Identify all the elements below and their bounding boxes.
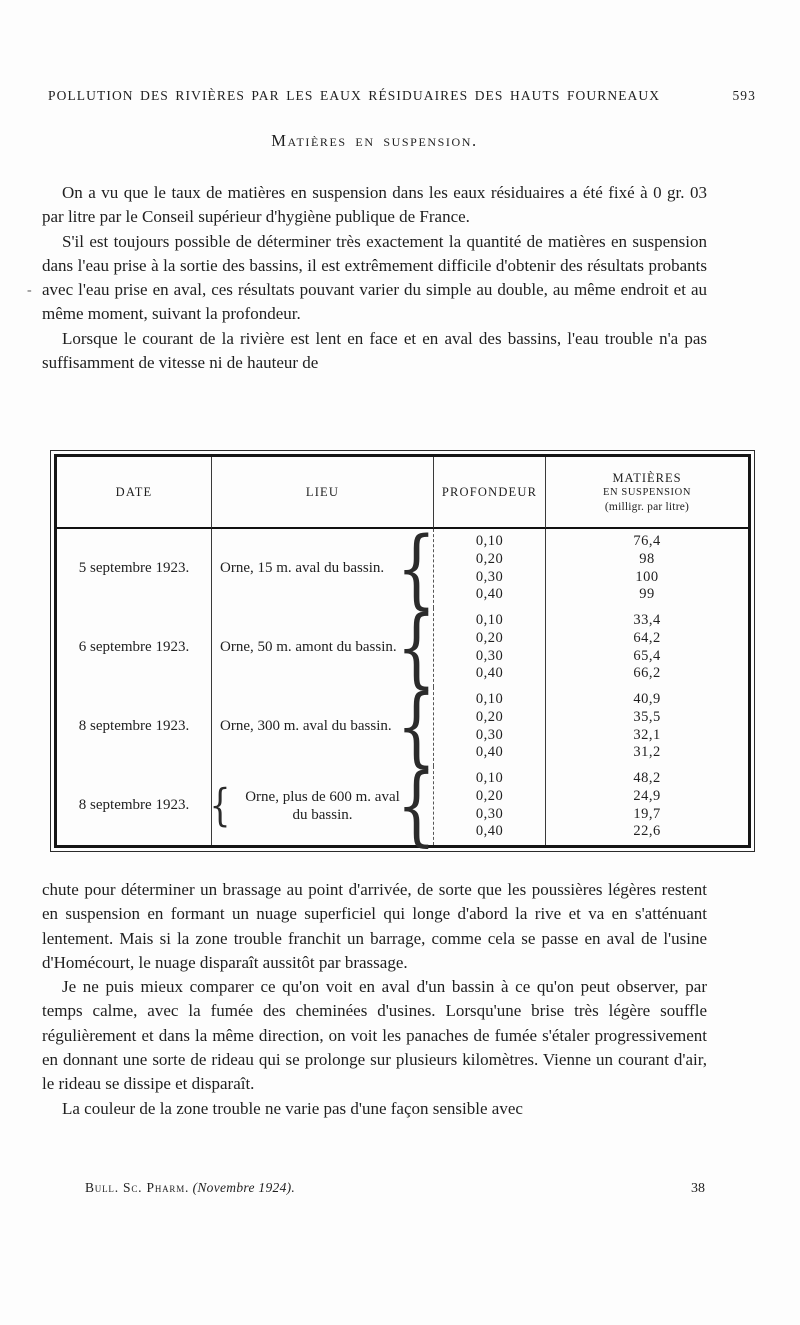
section-heading: Matières en suspension. bbox=[271, 131, 478, 150]
paragraph: S'il est toujours possible de déterminer… bbox=[42, 231, 707, 324]
matieres-value: 33,4 bbox=[633, 612, 661, 629]
journal-name: Bull. Sc. Pharm. bbox=[85, 1180, 190, 1195]
table-row-profondeurs: 0,10 0,20 0,30 0,40 bbox=[434, 529, 546, 608]
profondeur-value: 0,30 bbox=[475, 805, 504, 822]
profondeur-value: 0,40 bbox=[475, 586, 504, 603]
matieres-value: 22,6 bbox=[633, 823, 661, 840]
profondeur-value: 0,20 bbox=[475, 550, 504, 567]
matieres-values: 48,2 24,9 19,7 22,6 bbox=[546, 770, 748, 841]
table-row-lieu: { Orne, plus de 600 m. aval du bassin. { bbox=[209, 756, 437, 856]
running-header: POLLUTION DES RIVIÈRES PAR LES EAUX RÉSI… bbox=[48, 88, 756, 104]
matieres-value: 40,9 bbox=[633, 691, 661, 708]
matieres-value: 76,4 bbox=[633, 533, 661, 550]
column-header-lieu: LIEU bbox=[212, 457, 434, 529]
table-row-profondeurs: 0,10 0,20 0,30 0,40 bbox=[434, 687, 546, 766]
column-header-matieres: MATIÈRES EN SUSPENSION (milligr. par lit… bbox=[546, 457, 748, 529]
data-table-border: DATE LIEU PROFONDEUR MATIÈRES EN SUSPENS… bbox=[54, 454, 751, 856]
paragraph: On a vu que le taux de matières en suspe… bbox=[42, 183, 707, 227]
matieres-value: 100 bbox=[635, 568, 659, 585]
profondeur-values: 0,10 0,20 0,30 0,40 bbox=[434, 691, 545, 762]
matieres-value: 32,1 bbox=[633, 726, 661, 743]
profondeur-value: 0,10 bbox=[475, 770, 504, 787]
profondeur-value: 0,30 bbox=[475, 726, 504, 743]
matieres-value: 99 bbox=[639, 586, 655, 603]
column-header-matieres-unit: (milligr. par litre) bbox=[604, 500, 690, 513]
profondeur-value: 0,10 bbox=[475, 612, 504, 629]
table-row-profondeurs: 0,10 0,20 0,30 0,40 bbox=[434, 766, 546, 845]
matieres-value: 66,2 bbox=[633, 665, 661, 682]
group-brace: { bbox=[396, 676, 437, 777]
matieres-value: 65,4 bbox=[633, 647, 661, 664]
profondeur-value: 0,40 bbox=[475, 665, 504, 682]
group-brace: { bbox=[396, 518, 437, 619]
table-row-date: 6 septembre 1923. bbox=[57, 608, 212, 687]
profondeur-value: 0,20 bbox=[475, 629, 504, 646]
matieres-value: 24,9 bbox=[633, 787, 661, 804]
matieres-values: 76,4 98 100 99 bbox=[546, 533, 748, 604]
data-table: DATE LIEU PROFONDEUR MATIÈRES EN SUSPENS… bbox=[50, 450, 755, 856]
body-text-before-table: On a vu que le taux de matières en suspe… bbox=[42, 181, 707, 375]
paragraph: Je ne puis mieux comparer ce qu'on voit … bbox=[42, 977, 707, 1094]
table-row-matieres: 76,4 98 100 99 bbox=[546, 529, 748, 608]
table-row-profondeurs: 0,10 0,20 0,30 0,40 bbox=[434, 608, 546, 687]
profondeur-value: 0,20 bbox=[475, 708, 504, 725]
paragraph: La couleur de la zone trouble ne varie p… bbox=[62, 1098, 523, 1118]
table-row-lieu: Orne, 50 m. amont du bassin. { bbox=[212, 598, 436, 698]
table-row-matieres: 48,2 24,9 19,7 22,6 bbox=[546, 766, 748, 845]
profondeur-values: 0,10 0,20 0,30 0,40 bbox=[434, 612, 545, 683]
profondeur-value: 0,40 bbox=[475, 744, 504, 761]
table-row-date: 8 septembre 1923. bbox=[57, 687, 212, 766]
matieres-value: 31,2 bbox=[633, 744, 661, 761]
table-row-lieu: Orne, 300 m. aval du bassin. { bbox=[212, 677, 436, 777]
matieres-value: 19,7 bbox=[633, 805, 661, 822]
footer-page-number: 38 bbox=[691, 1181, 705, 1196]
column-header-matieres-line2: EN SUSPENSION bbox=[602, 486, 692, 498]
lieu-text: Orne, plus de 600 m. aval du bassin. bbox=[245, 788, 400, 823]
profondeur-value: 0,10 bbox=[475, 533, 504, 550]
table-row-matieres: 40,9 35,5 32,1 31,2 bbox=[546, 687, 748, 766]
paragraph: Lorsque le courant de la rivière est len… bbox=[42, 328, 707, 373]
group-brace: { bbox=[396, 597, 437, 698]
body-text-after-table: chute pour déterminer un brassage au poi… bbox=[42, 878, 707, 1121]
paragraph: chute pour déterminer un brassage au poi… bbox=[42, 880, 707, 972]
profondeur-value: 0,10 bbox=[475, 691, 504, 708]
matieres-value: 64,2 bbox=[633, 629, 661, 646]
journal-issue: (Novembre 1924). bbox=[192, 1180, 296, 1195]
journal-footer: Bull. Sc. Pharm. (Novembre 1924). 38 bbox=[85, 1180, 705, 1197]
column-header-matieres-line1: MATIÈRES bbox=[612, 470, 682, 485]
table-row-lieu: Orne, 15 m. aval du bassin. { bbox=[212, 519, 436, 619]
table-row-date: 5 septembre 1923. bbox=[57, 529, 212, 608]
lieu-brace: { bbox=[209, 780, 231, 831]
table-row-date: 8 septembre 1923. bbox=[57, 766, 212, 845]
lieu-text: Orne, 15 m. aval du bassin. bbox=[220, 560, 385, 576]
profondeur-values: 0,10 0,20 0,30 0,40 bbox=[434, 533, 545, 604]
column-header-profondeur: PROFONDEUR bbox=[434, 457, 546, 529]
matieres-value: 98 bbox=[639, 550, 655, 567]
footer-citation: Bull. Sc. Pharm. (Novembre 1924). bbox=[85, 1180, 295, 1196]
running-header-title: POLLUTION DES RIVIÈRES PAR LES EAUX RÉSI… bbox=[48, 88, 661, 103]
matieres-values: 33,4 64,2 65,4 66,2 bbox=[546, 612, 748, 683]
data-table-grid: DATE LIEU PROFONDEUR MATIÈRES EN SUSPENS… bbox=[57, 457, 748, 856]
matieres-value: 48,2 bbox=[633, 770, 661, 787]
matieres-values: 40,9 35,5 32,1 31,2 bbox=[546, 691, 748, 762]
table-row-matieres: 33,4 64,2 65,4 66,2 bbox=[546, 608, 748, 687]
column-header-date: DATE bbox=[57, 457, 212, 529]
profondeur-value: 0,20 bbox=[475, 787, 504, 804]
profondeur-value: 0,30 bbox=[475, 568, 504, 585]
profondeur-values: 0,10 0,20 0,30 0,40 bbox=[434, 770, 545, 841]
lieu-text: Orne, 300 m. aval du bassin. bbox=[220, 718, 392, 734]
margin-dash-artifact: - bbox=[27, 283, 32, 298]
running-header-page-number: 593 bbox=[732, 88, 756, 103]
lieu-text: Orne, 50 m. amont du bassin. bbox=[220, 639, 397, 655]
profondeur-value: 0,30 bbox=[475, 647, 504, 664]
matieres-value: 35,5 bbox=[633, 708, 661, 725]
profondeur-value: 0,40 bbox=[475, 823, 504, 840]
